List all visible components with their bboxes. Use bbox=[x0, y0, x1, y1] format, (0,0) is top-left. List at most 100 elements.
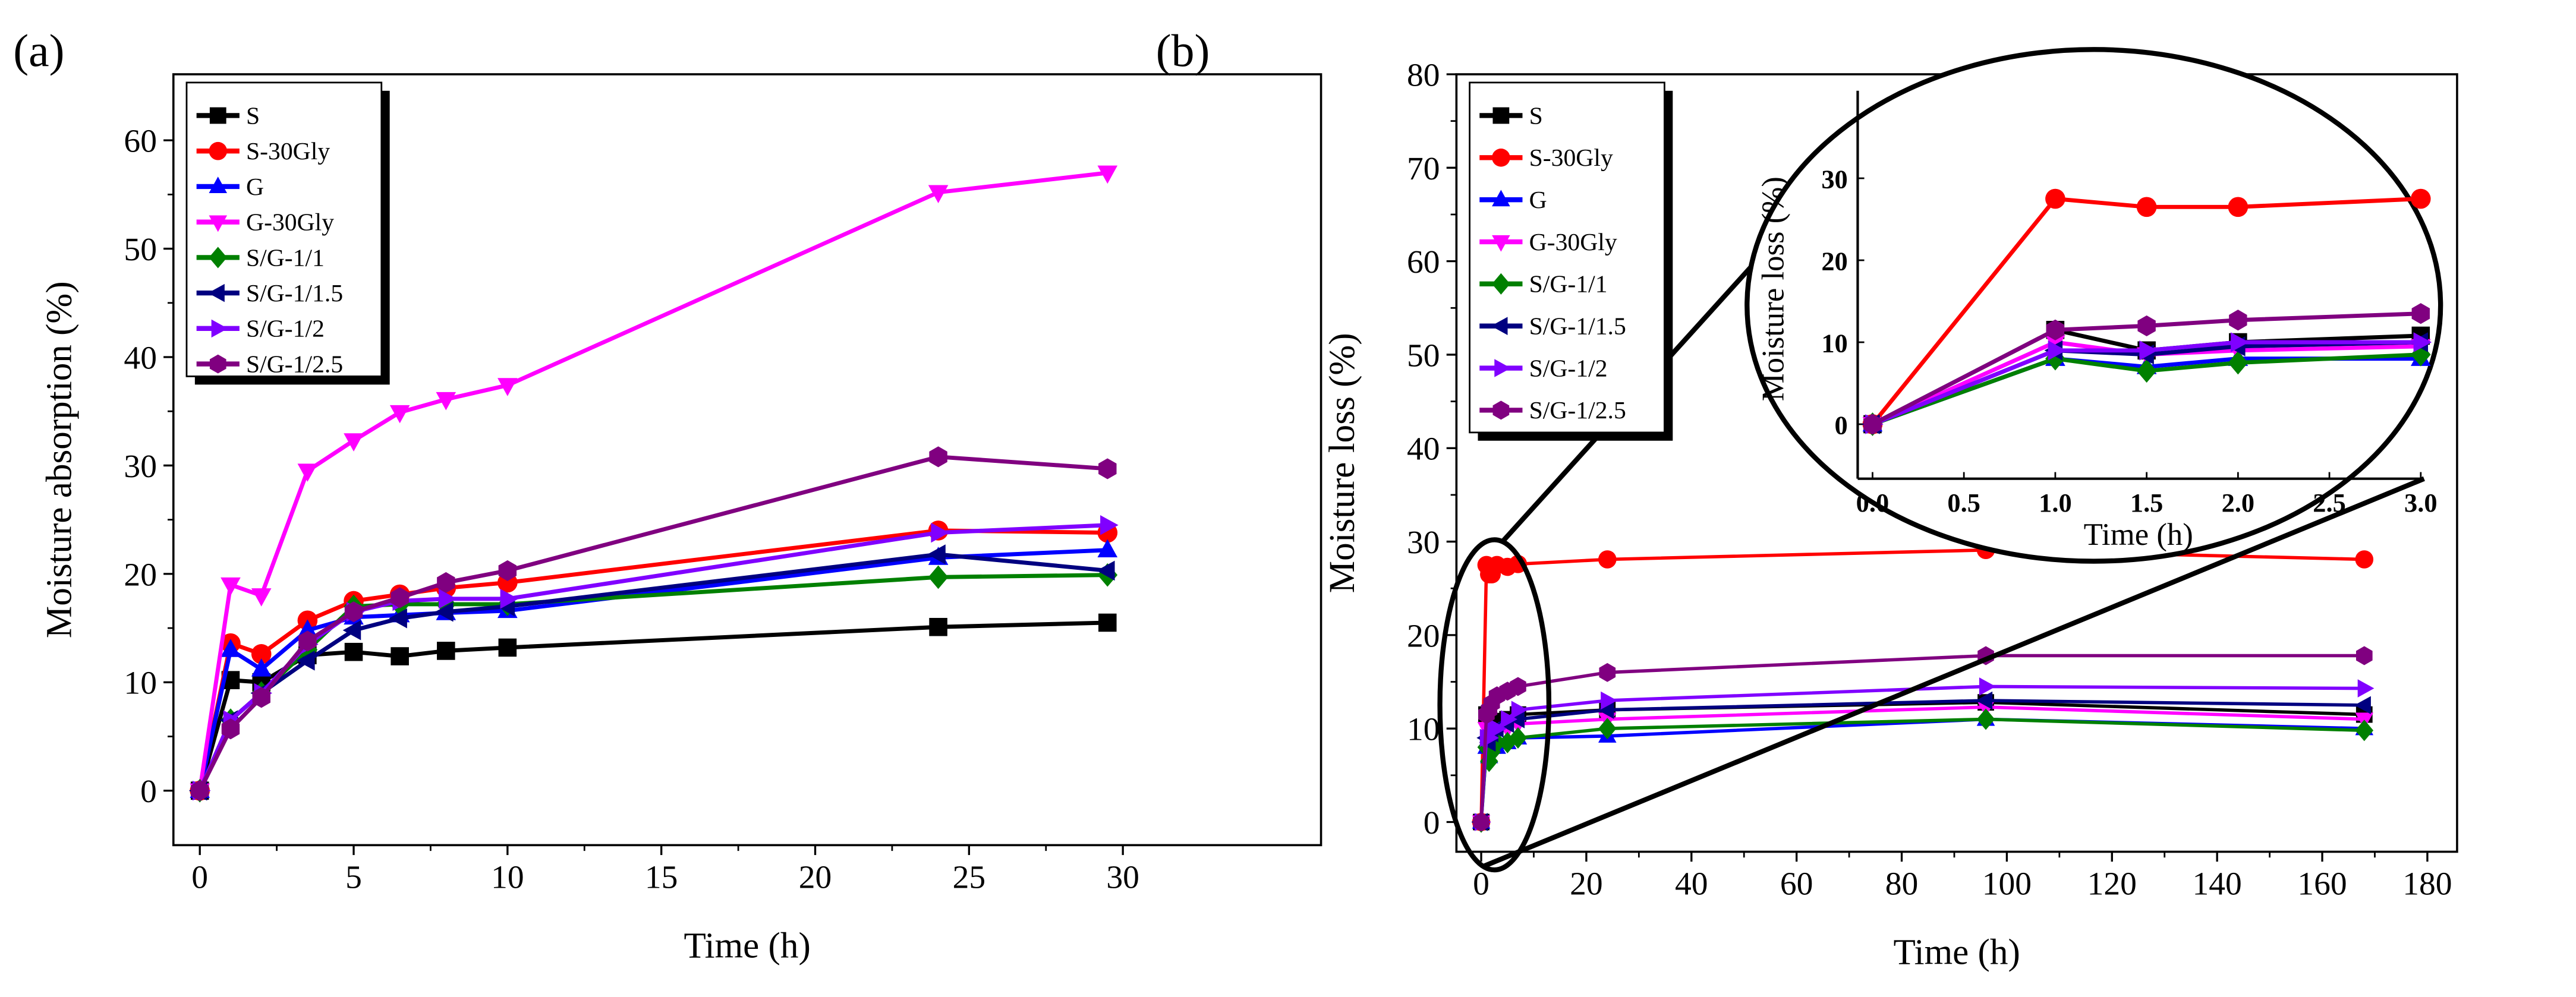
zoom-source-ellipse bbox=[1437, 537, 1552, 873]
legend-label: S bbox=[1529, 102, 1543, 130]
y-tick-label: 0 bbox=[1424, 804, 1440, 841]
data-point bbox=[2045, 335, 2065, 354]
data-point bbox=[928, 565, 949, 589]
data-point bbox=[252, 687, 270, 708]
inset-x-tick-label: 1.0 bbox=[2039, 488, 2072, 518]
legend-item: G-30Gly bbox=[196, 209, 334, 236]
legend-item: S/G-1/2.5 bbox=[196, 351, 343, 378]
series-s-g-1-2-5 bbox=[1473, 646, 2373, 832]
legend-label: G-30Gly bbox=[1529, 229, 1617, 256]
x-axis-label: Time (h) bbox=[1893, 932, 2020, 972]
series-line bbox=[1479, 717, 2364, 822]
panel-b: (b)0 20 40 60 80 100 120 140 160 1800102030405060… bbox=[1156, 25, 2458, 972]
legend-label: S/G-1/1 bbox=[1529, 271, 1608, 298]
inset-x-tick-label: 1.5 bbox=[2130, 488, 2164, 518]
inset-x-axis-label: Time (h) bbox=[2084, 518, 2193, 552]
legend-label: S/G-1/2.5 bbox=[1529, 397, 1626, 424]
legend-label: G-30Gly bbox=[246, 209, 334, 236]
inset-y-axis-label: Moisture loss (%) bbox=[1756, 176, 1790, 401]
legend-box bbox=[1469, 81, 1665, 434]
data-point bbox=[1976, 691, 1993, 710]
inset-x-tick-label: 0.5 bbox=[1947, 488, 1980, 518]
legend-item: S-30Gly bbox=[196, 138, 330, 165]
data-point bbox=[436, 392, 456, 411]
x-tick-label: 0 bbox=[191, 859, 208, 896]
data-point bbox=[190, 780, 209, 802]
data-point bbox=[1097, 165, 1118, 184]
legend-label: S/G-1/2 bbox=[246, 315, 325, 343]
legend-label: S-30Gly bbox=[246, 138, 330, 165]
data-point bbox=[2355, 550, 2374, 569]
data-point bbox=[1098, 613, 1117, 632]
inset-y-tick-label: 20 bbox=[1821, 247, 1847, 276]
inset-x-tick-label: 2.0 bbox=[2222, 488, 2255, 518]
data-point bbox=[1598, 718, 1617, 740]
y-tick-label: 50 bbox=[124, 231, 157, 268]
panel-label: (a) bbox=[13, 25, 64, 76]
data-point bbox=[1501, 710, 1517, 728]
data-point bbox=[251, 588, 272, 607]
data-point bbox=[1598, 550, 1617, 569]
legend-label: S/G-1/1.5 bbox=[246, 280, 343, 307]
data-point bbox=[297, 463, 318, 482]
y-tick-label: 60 bbox=[1407, 244, 1440, 280]
legend-label: S bbox=[246, 102, 260, 130]
series-s-g-1-1-5 bbox=[188, 544, 1115, 801]
data-point bbox=[251, 658, 272, 677]
series-line bbox=[198, 455, 1108, 792]
legend-label: S-30Gly bbox=[1529, 144, 1613, 172]
data-point bbox=[2357, 679, 2375, 698]
data-point bbox=[298, 630, 317, 652]
data-point bbox=[344, 642, 363, 661]
data-point bbox=[437, 642, 455, 660]
series-s-g-1-1-5 bbox=[1471, 691, 2371, 831]
data-point bbox=[389, 608, 407, 629]
legend-marker bbox=[1492, 149, 1510, 167]
legend-marker bbox=[209, 141, 228, 160]
legend-marker bbox=[211, 319, 228, 338]
y-tick-label: 0 bbox=[140, 773, 157, 810]
data-point bbox=[1510, 677, 1526, 696]
data-point bbox=[1863, 414, 1882, 435]
y-tick-label: 70 bbox=[1407, 150, 1440, 187]
data-point bbox=[1096, 560, 1115, 581]
inset-y-tick-label: 30 bbox=[1821, 165, 1847, 194]
data-point bbox=[1490, 719, 1507, 738]
y-tick-label: 40 bbox=[1407, 431, 1440, 468]
inset-y-tick-label: 0 bbox=[1835, 411, 1848, 440]
x-tick-label: 20 bbox=[799, 859, 832, 896]
legend-marker bbox=[209, 247, 228, 269]
series-s-g-1-2-5 bbox=[190, 446, 1117, 802]
y-tick-label: 50 bbox=[1407, 337, 1440, 374]
panel-a: (a) 0 5 10 15 20 25 30 0 10 20 30 40 50 60 Time (h) Mois… bbox=[13, 25, 1322, 966]
zoom-connector-line bbox=[1482, 476, 2425, 869]
series-line bbox=[197, 548, 1108, 791]
data-point bbox=[2228, 351, 2249, 375]
inset-x-tick-label: 2.5 bbox=[2313, 488, 2346, 518]
data-point bbox=[931, 522, 949, 543]
data-point bbox=[1097, 539, 1118, 557]
data-point bbox=[2228, 197, 2249, 217]
legend-item: S/G-1/1.5 bbox=[1479, 313, 1626, 340]
data-point bbox=[498, 638, 517, 657]
data-point bbox=[2411, 303, 2430, 324]
data-point bbox=[929, 446, 947, 468]
legend-marker bbox=[1492, 235, 1510, 252]
data-point bbox=[500, 589, 519, 609]
data-point bbox=[1976, 708, 1995, 730]
legend-item: S/G-1/2 bbox=[1479, 355, 1608, 382]
data-point bbox=[1597, 701, 1614, 720]
y-axis-label: Moisture loss (%) bbox=[1322, 333, 1362, 593]
y-tick-label: 20 bbox=[124, 556, 157, 593]
legend-marker bbox=[1491, 317, 1508, 335]
data-point bbox=[498, 560, 517, 581]
data-point bbox=[391, 647, 409, 665]
series-s-g-1-2 bbox=[1474, 677, 2375, 831]
x-tick-label: 100 bbox=[1982, 866, 2032, 903]
legend-item: S-30Gly bbox=[1479, 144, 1613, 172]
x-tick-label: 160 bbox=[2297, 866, 2347, 903]
y-axis-label: Moisture absorption (%) bbox=[40, 281, 80, 638]
y-tick-label: 40 bbox=[124, 339, 157, 376]
x-tick-label: 120 bbox=[2087, 866, 2137, 903]
data-point bbox=[2046, 319, 2065, 340]
